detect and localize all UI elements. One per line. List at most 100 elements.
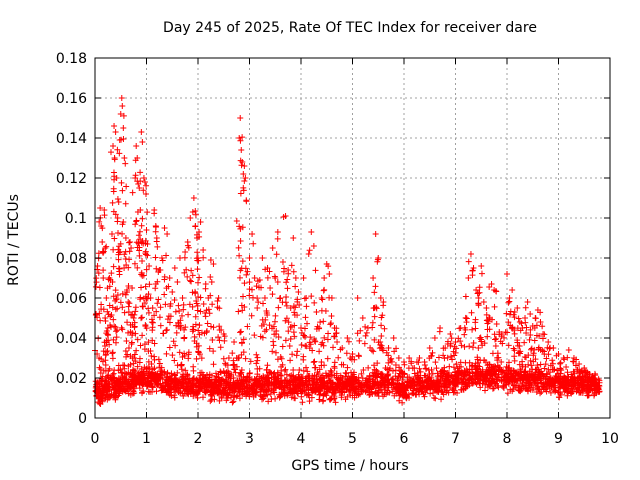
data-point — [455, 368, 462, 375]
data-point — [287, 386, 294, 393]
data-point — [122, 291, 129, 298]
data-point — [509, 325, 516, 332]
data-point — [236, 135, 243, 141]
data-point — [416, 355, 423, 361]
data-point — [552, 382, 559, 389]
data-point — [121, 309, 128, 316]
data-point — [272, 349, 279, 356]
data-point — [114, 327, 121, 334]
data-point — [258, 284, 265, 291]
data-point — [144, 241, 151, 247]
data-point — [463, 319, 470, 326]
data-point — [131, 311, 138, 318]
data-point — [151, 312, 158, 319]
y-tick-label: 0.02 — [56, 371, 87, 387]
data-point — [358, 370, 365, 377]
data-point — [506, 295, 513, 301]
data-point — [505, 299, 512, 306]
data-point — [410, 387, 417, 394]
data-point — [126, 248, 133, 255]
data-point — [272, 331, 279, 338]
y-axis-label: ROTI / TECUs — [6, 194, 22, 286]
data-point — [362, 377, 369, 384]
data-point — [468, 309, 475, 316]
data-point — [114, 195, 121, 202]
data-point — [362, 332, 369, 339]
data-point — [579, 373, 586, 380]
data-point — [123, 183, 130, 190]
data-point — [271, 318, 278, 325]
data-point — [414, 379, 421, 386]
data-point — [541, 365, 548, 372]
data-point — [300, 353, 307, 360]
x-tick-label: 5 — [348, 431, 357, 447]
data-point — [509, 373, 516, 380]
data-point — [375, 255, 382, 261]
data-point — [270, 323, 277, 330]
data-point — [182, 324, 189, 331]
data-point — [557, 359, 564, 366]
data-point — [137, 207, 144, 213]
data-point — [306, 345, 313, 352]
data-point — [422, 372, 429, 379]
data-point — [240, 385, 247, 392]
y-tick-label: 0 — [78, 411, 87, 427]
data-point — [125, 344, 132, 351]
data-point — [143, 227, 150, 233]
data-point — [460, 385, 467, 392]
data-point — [468, 376, 475, 383]
data-point — [236, 389, 243, 396]
data-point — [233, 217, 240, 224]
data-point — [408, 358, 415, 365]
data-point — [241, 303, 248, 310]
data-point — [514, 339, 521, 346]
data-point — [115, 230, 122, 237]
data-point — [391, 384, 398, 391]
data-point — [242, 377, 249, 384]
gridlines — [95, 58, 610, 418]
data-point — [282, 366, 289, 373]
data-point — [428, 366, 435, 373]
data-point — [132, 221, 139, 228]
data-point — [99, 225, 106, 232]
data-point — [207, 323, 214, 330]
data-point — [285, 270, 292, 277]
data-point — [99, 373, 106, 380]
data-point — [143, 325, 150, 332]
data-point — [165, 313, 172, 320]
data-point — [405, 381, 412, 388]
data-point — [552, 373, 559, 380]
data-point — [138, 284, 145, 291]
data-point — [291, 333, 298, 340]
data-point — [130, 384, 137, 391]
data-point — [141, 300, 148, 307]
data-point — [269, 348, 276, 355]
data-point — [118, 179, 125, 186]
data-point — [144, 209, 151, 216]
data-point — [100, 267, 107, 274]
data-point — [288, 323, 295, 330]
data-point — [129, 329, 136, 336]
data-point — [502, 373, 509, 380]
data-point — [228, 371, 235, 378]
data-point — [210, 348, 217, 355]
data-point — [479, 372, 486, 379]
data-point — [149, 337, 156, 344]
data-point — [296, 379, 303, 386]
data-point — [482, 387, 489, 394]
data-point — [316, 366, 323, 373]
data-point — [272, 312, 279, 319]
data-point — [120, 135, 127, 142]
data-point — [421, 361, 428, 368]
data-point — [168, 375, 175, 382]
data-point — [287, 305, 294, 311]
data-point — [246, 292, 253, 299]
data-point — [531, 337, 538, 344]
data-point — [163, 285, 170, 292]
data-point — [237, 370, 244, 377]
data-point — [395, 380, 402, 387]
data-point — [161, 368, 168, 375]
data-point — [181, 350, 188, 357]
data-point — [195, 327, 202, 334]
data-point — [523, 330, 530, 337]
